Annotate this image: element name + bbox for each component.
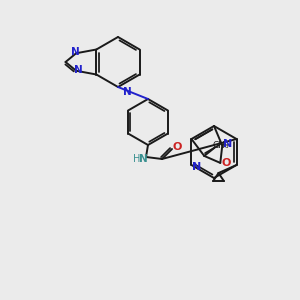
Text: H: H [133, 154, 141, 164]
Text: O: O [222, 158, 231, 168]
Text: CH₃: CH₃ [213, 141, 230, 150]
Text: N: N [71, 47, 80, 57]
Text: N: N [192, 162, 201, 172]
Text: N: N [74, 65, 82, 75]
Text: N: N [123, 87, 131, 97]
Text: N: N [223, 139, 232, 148]
Text: N: N [139, 154, 147, 164]
Text: O: O [172, 142, 182, 152]
